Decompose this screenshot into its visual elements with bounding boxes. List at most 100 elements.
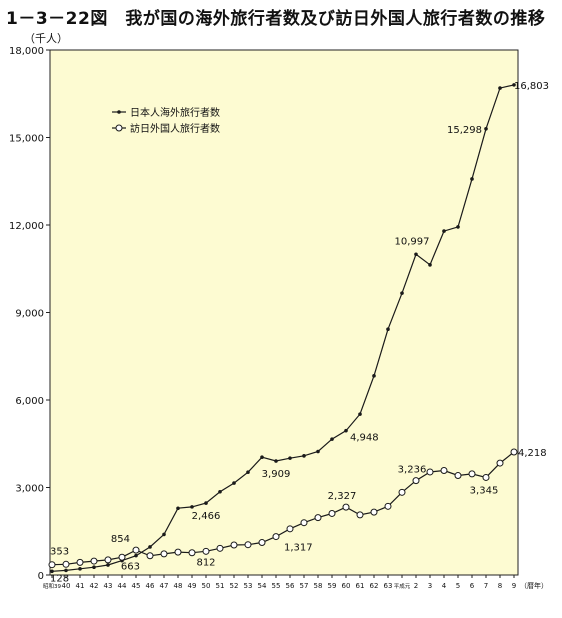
series-2-point bbox=[454, 472, 462, 480]
x-tick-label: 58 bbox=[314, 582, 323, 590]
x-tick-label: 2 bbox=[414, 582, 418, 590]
series-2-point bbox=[328, 509, 336, 517]
series-1-point bbox=[64, 568, 68, 573]
series-2-point bbox=[286, 525, 294, 533]
x-tick-label: 昭和39 bbox=[43, 582, 61, 590]
series-1-point bbox=[92, 565, 96, 570]
series-2-point bbox=[146, 552, 154, 560]
x-tick-label: 63 bbox=[384, 582, 393, 590]
series-2-point bbox=[202, 547, 210, 555]
x-tick-label: 40 bbox=[62, 582, 71, 590]
series-1-point bbox=[428, 263, 432, 267]
series-2-point bbox=[384, 502, 392, 510]
y-tick-label: 3,000 bbox=[15, 484, 44, 495]
series-2-point bbox=[230, 541, 238, 549]
series-2-point bbox=[356, 511, 364, 519]
y-tick-label: 12,000 bbox=[9, 221, 44, 232]
x-tick-label: 54 bbox=[258, 582, 267, 590]
series-2-point bbox=[370, 508, 378, 516]
legend-marker-2 bbox=[115, 124, 123, 132]
x-tick-label: 49 bbox=[188, 582, 197, 590]
series-2-point bbox=[468, 470, 476, 478]
series-1-point bbox=[106, 563, 110, 567]
series-2-point bbox=[314, 514, 322, 522]
x-tick-label: 53 bbox=[244, 582, 253, 590]
x-tick-label: 51 bbox=[216, 582, 225, 590]
series-2-point bbox=[174, 548, 182, 556]
series-2-point bbox=[342, 503, 350, 511]
series-2-point bbox=[76, 558, 84, 566]
x-tick-label: 7 bbox=[484, 582, 488, 590]
data-label: 16,803 bbox=[514, 81, 549, 92]
x-tick-label: 5 bbox=[456, 582, 460, 590]
x-tick-label: 41 bbox=[76, 582, 85, 590]
series-2-point bbox=[188, 549, 196, 557]
data-label: 15,298 bbox=[447, 125, 482, 136]
y-tick-label: 0 bbox=[38, 571, 44, 582]
x-tick-label: 平成元 bbox=[394, 582, 411, 590]
series-2-point bbox=[510, 448, 518, 456]
series-1-point bbox=[302, 454, 306, 458]
x-tick-label: 56 bbox=[286, 582, 295, 590]
x-tick-label: 44 bbox=[118, 582, 127, 590]
data-label: 3,236 bbox=[398, 465, 427, 476]
series-1-point bbox=[78, 567, 82, 571]
x-tick-label: 9 bbox=[512, 582, 516, 590]
series-2-point bbox=[440, 467, 448, 475]
legend-label-2: 訪日外国人旅行者数 bbox=[130, 122, 220, 135]
data-label: 4,218 bbox=[518, 448, 547, 459]
x-tick-label: 45 bbox=[132, 582, 141, 590]
data-label: 4,948 bbox=[350, 433, 379, 444]
series-1-point bbox=[358, 412, 362, 416]
series-1-point bbox=[190, 505, 194, 509]
x-tick-label: 46 bbox=[146, 582, 155, 590]
series-2-point bbox=[48, 561, 56, 569]
x-tick-label: 42 bbox=[90, 582, 99, 590]
data-label: 854 bbox=[111, 534, 130, 545]
series-2-point bbox=[118, 553, 126, 561]
series-2-point bbox=[272, 533, 280, 541]
series-1-point bbox=[512, 83, 516, 87]
x-tick-label: 60 bbox=[342, 582, 351, 590]
x-tick-label: 62 bbox=[370, 582, 379, 590]
x-tick-label: 50 bbox=[202, 582, 211, 590]
x-tick-label: 57 bbox=[300, 582, 309, 590]
series-1-point bbox=[470, 177, 474, 181]
series-1-point bbox=[414, 252, 418, 257]
x-tick-label: 48 bbox=[174, 582, 183, 590]
series-2-point bbox=[104, 556, 112, 564]
data-label: 663 bbox=[121, 562, 140, 573]
series-2-point bbox=[258, 539, 266, 547]
y-tick-label: 9,000 bbox=[15, 309, 44, 320]
series-2-point bbox=[90, 557, 98, 565]
x-tick-label: 47 bbox=[160, 582, 169, 590]
series-line-1 bbox=[51, 84, 515, 572]
series-2-point bbox=[482, 473, 490, 481]
series-1-point bbox=[442, 229, 446, 233]
series-2-point bbox=[132, 546, 140, 554]
series-1-point bbox=[484, 127, 488, 131]
series-1-point bbox=[372, 374, 376, 378]
data-label: 2,466 bbox=[192, 511, 221, 522]
data-label: 1,317 bbox=[284, 543, 313, 554]
series-2-point bbox=[300, 519, 308, 527]
series-2-point bbox=[496, 459, 504, 467]
series-2-point bbox=[426, 468, 434, 476]
series-1-point bbox=[498, 86, 502, 90]
x-tick-label: 3 bbox=[428, 582, 432, 590]
data-label: 128 bbox=[50, 573, 69, 584]
series-1-point bbox=[148, 545, 152, 549]
y-tick-label: 6,000 bbox=[15, 396, 44, 407]
y-tick-label: 15,000 bbox=[9, 134, 44, 145]
series-1-point bbox=[218, 489, 222, 494]
series-1-point bbox=[344, 428, 348, 433]
series-1-point bbox=[316, 449, 320, 454]
series-1-point bbox=[162, 532, 166, 537]
series-2-point bbox=[62, 560, 70, 568]
x-tick-label: 6 bbox=[470, 582, 475, 590]
series-1-point bbox=[232, 481, 236, 485]
data-label: 353 bbox=[50, 547, 69, 558]
data-label: 2,327 bbox=[328, 491, 357, 502]
series-1-point bbox=[260, 455, 264, 460]
